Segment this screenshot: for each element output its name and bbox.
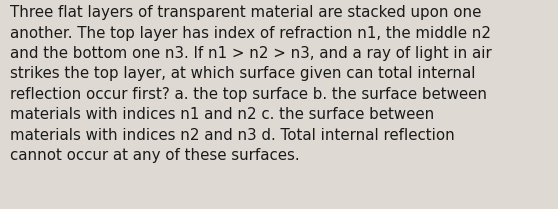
Text: Three flat layers of transparent material are stacked upon one
another. The top : Three flat layers of transparent materia… (10, 5, 492, 163)
